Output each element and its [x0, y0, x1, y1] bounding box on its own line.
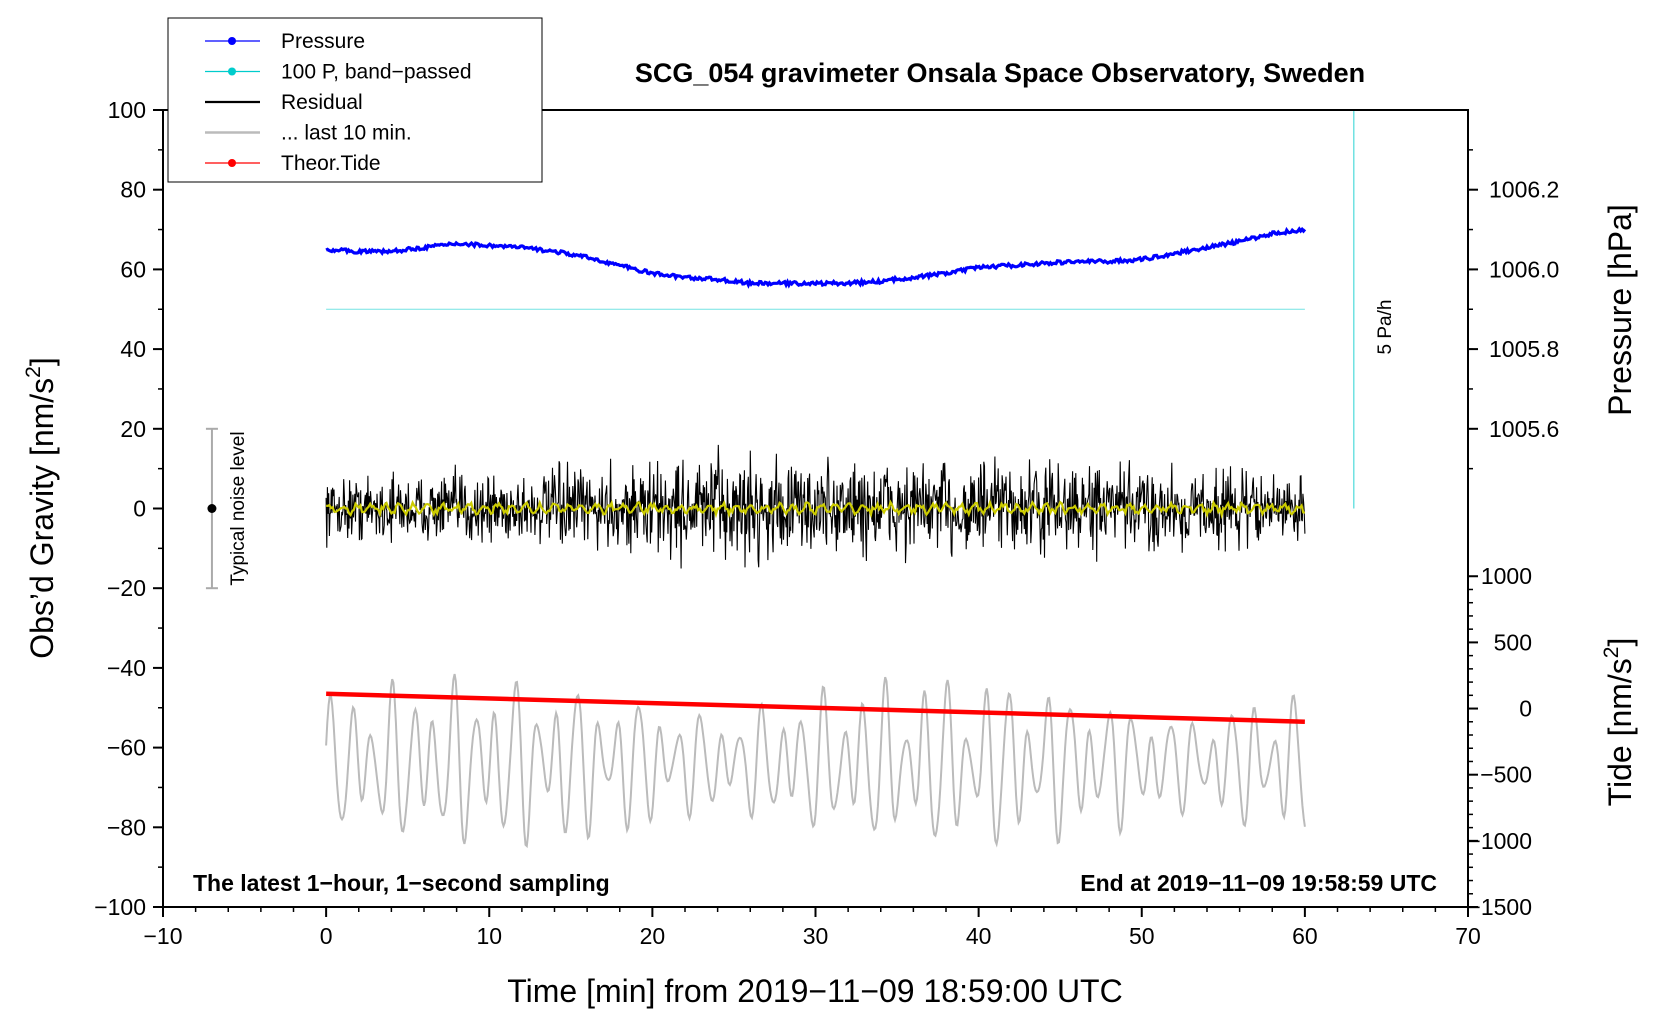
pressure-tick-label: 1005.8 [1489, 336, 1559, 362]
tide-tick-label: −500 [1480, 762, 1532, 788]
theor-tide-line [326, 691, 1305, 724]
chart-title: SCG_054 gravimeter Onsala Space Observat… [635, 58, 1365, 88]
tide-tick-label: 0 [1519, 696, 1532, 722]
x-tick-label: 40 [966, 923, 992, 949]
pressure-tick-label: 1005.6 [1489, 416, 1559, 442]
tide-tick-label: −1500 [1467, 894, 1532, 920]
rate-bar: 5 Pa/h [1353, 110, 1396, 509]
legend-label: 100 P, band−passed [281, 61, 472, 84]
noise-bar: Typical noise level [205, 427, 249, 590]
x-axis-label: Time [min] from 2019−11−09 18:59:00 UTC [507, 973, 1122, 1009]
y-tick-label: −80 [107, 814, 146, 840]
theor-tide-series [326, 691, 1305, 724]
x-tick-label: 10 [476, 923, 502, 949]
axes: −10 0 10 20 30 40 50 60 70−100−80−60−40−20020406… [94, 97, 1559, 949]
y-tick-label: 20 [120, 416, 146, 442]
x-tick-label: −10 [143, 923, 182, 949]
legend-swatch-dot [228, 37, 236, 45]
tide-tick-label: 1000 [1481, 563, 1532, 589]
y-tick-label: −40 [107, 655, 146, 681]
pressure-series [325, 226, 1307, 289]
x-tick-label: 60 [1292, 923, 1318, 949]
pressure-tick-label: 1006.0 [1489, 256, 1559, 282]
legend-label: Pressure [281, 30, 365, 53]
x-tick-label: 70 [1455, 923, 1481, 949]
legend-label: Residual [281, 91, 363, 114]
noise-bar-label: Typical noise level [228, 431, 249, 585]
y-tick-label: 100 [108, 97, 146, 123]
last-10-min-line [325, 673, 1306, 849]
legend-box [167, 17, 543, 183]
x-tick-label: 30 [803, 923, 829, 949]
y-tick-label: 0 [133, 496, 146, 522]
legend-swatch-dot [228, 67, 236, 76]
x-tick-label: 20 [640, 923, 666, 949]
annotation-sampling: The latest 1−hour, 1−second sampling [193, 870, 610, 896]
smoothed-residual-line [325, 498, 1306, 520]
tide-tick-label: −1000 [1467, 828, 1532, 854]
smoothed-residual-series [325, 498, 1306, 520]
y-tick-label: −100 [94, 894, 146, 920]
pressure-tick-label: 1006.2 [1489, 177, 1559, 203]
x-tick-label: 50 [1129, 923, 1155, 949]
legend: Pressure 100 P, band−passed Residual ... la… [167, 17, 543, 183]
tide-tick-label: 500 [1494, 629, 1532, 655]
residual-line [325, 444, 1306, 569]
annotation-end-time: End at 2019−11−09 19:58:59 UTC [1080, 870, 1437, 896]
y-tick-label: −60 [107, 735, 146, 761]
residual-series [325, 444, 1306, 569]
last-10-min-series [325, 673, 1306, 849]
y-tick-label: 40 [120, 336, 146, 362]
noise-bar-dot [207, 504, 217, 513]
legend-label: Theor.Tide [281, 152, 381, 175]
y-axis-label-left: Obs’d Gravity [nm/s2] [22, 357, 60, 659]
legend-label: ... last 10 min. [281, 122, 412, 145]
legend-swatch-dot [228, 159, 236, 167]
y-tick-label: −20 [107, 575, 146, 601]
x-tick-label: 0 [320, 923, 333, 949]
pressure-line [325, 226, 1307, 289]
y-axis-label-pressure: Pressure [hPa] [1602, 204, 1638, 416]
y-tick-label: 60 [120, 256, 146, 282]
rate-bar-label: 5 Pa/h [1375, 300, 1396, 355]
y-tick-label: 80 [120, 177, 146, 203]
y-axis-label-tide: Tide [nm/s2] [1600, 638, 1638, 807]
